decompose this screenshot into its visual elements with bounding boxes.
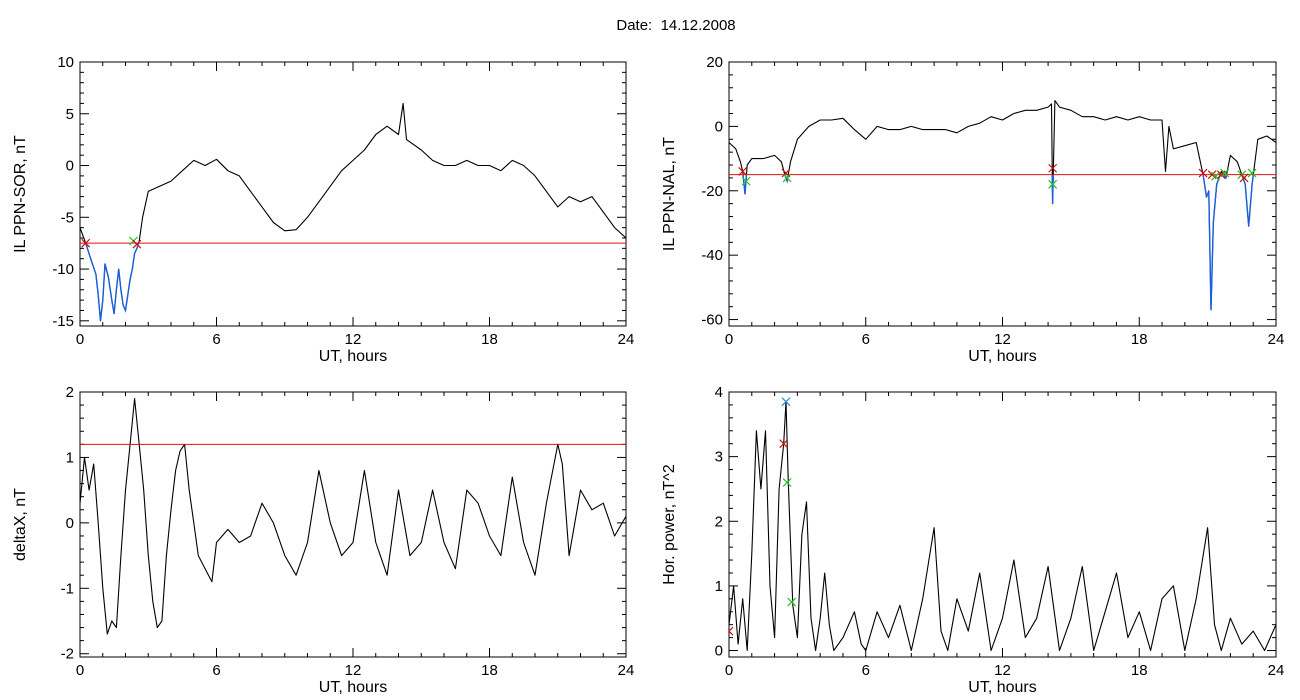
x-axis-label: UT, hours xyxy=(319,679,387,696)
x-tick-label: 12 xyxy=(345,331,362,348)
x-tick-label: 18 xyxy=(1131,331,1148,348)
x-tick-label: 0 xyxy=(725,662,733,679)
x-tick-label: 18 xyxy=(481,662,498,679)
event-marker xyxy=(81,238,91,248)
x-tick-label: 24 xyxy=(618,331,635,348)
y-tick-label: 0 xyxy=(66,158,74,175)
plot-frame xyxy=(728,61,1277,327)
event-marker xyxy=(781,397,791,407)
y-tick-label: -2 xyxy=(61,646,74,663)
event-marker xyxy=(787,597,797,607)
y-tick-label: -40 xyxy=(701,247,723,264)
y-tick-label: 5 xyxy=(66,106,74,123)
panel-1: 0 6 12 18 24 -15 -10 -5 0 5 10 UT, hours IL PPN-SOR,… xyxy=(12,54,634,365)
event-marker xyxy=(729,626,734,636)
y-tick-label: -15 xyxy=(52,313,74,330)
y-tick-label: 20 xyxy=(706,54,723,71)
x-tick-label: 6 xyxy=(212,331,220,348)
x-tick-label: 6 xyxy=(862,662,870,679)
x-tick-label: 6 xyxy=(862,331,870,348)
y-axis-label: IL PPN-NAL, nT xyxy=(661,137,678,251)
event-marker xyxy=(1220,168,1230,178)
series-line xyxy=(80,397,626,635)
x-axis-label: UT, hours xyxy=(968,679,1036,696)
date-value: 14.12.2008 xyxy=(660,17,736,34)
x-tick-label: 6 xyxy=(212,662,220,679)
y-tick-label: 3 xyxy=(715,449,723,466)
event-marker xyxy=(1247,168,1257,178)
series-below-threshold xyxy=(84,243,140,321)
x-tick-label: 12 xyxy=(994,331,1011,348)
series-below-threshold xyxy=(742,174,1255,310)
event-marker xyxy=(741,176,751,186)
x-tick-label: 12 xyxy=(994,662,1011,679)
figure-title: Date: 14.12.2008 xyxy=(0,17,1300,34)
y-tick-label: -1 xyxy=(61,580,74,597)
y-tick-label: 1 xyxy=(715,578,723,595)
series-line xyxy=(729,401,1276,652)
event-marker xyxy=(779,439,789,449)
plot-area xyxy=(729,100,1276,311)
y-tick-label: 4 xyxy=(715,384,723,401)
event-marker xyxy=(1198,168,1208,178)
event-marker xyxy=(132,239,142,249)
event-marker xyxy=(1048,163,1058,173)
x-tick-label: 12 xyxy=(345,662,362,679)
plot-area xyxy=(729,397,1276,652)
event-marker xyxy=(1239,173,1249,183)
y-tick-label: 0 xyxy=(66,515,74,532)
x-tick-label: 0 xyxy=(76,331,84,348)
date-label: Date: xyxy=(616,17,653,34)
x-tick-label: 0 xyxy=(76,662,84,679)
y-tick-label: -10 xyxy=(52,261,74,278)
event-marker xyxy=(782,478,792,487)
x-tick-label: 0 xyxy=(725,331,733,348)
x-tick-label: 18 xyxy=(1131,662,1148,679)
plot-frame xyxy=(79,61,627,327)
x-axis-label: UT, hours xyxy=(319,348,387,365)
y-axis-label: Hor. power, nT^2 xyxy=(661,464,678,585)
event-marker xyxy=(1211,171,1221,181)
x-axis-label: UT, hours xyxy=(968,348,1036,365)
panel-2: 0 6 12 18 24 -60 -40 -20 0 20 UT, hours IL PPN-NAL,… xyxy=(661,54,1284,365)
x-tick-label: 18 xyxy=(481,331,498,348)
y-tick-label: -20 xyxy=(701,183,723,200)
y-tick-label: -5 xyxy=(61,209,74,226)
series-line xyxy=(80,102,626,322)
y-tick-label: 1 xyxy=(66,449,74,466)
y-tick-label: 0 xyxy=(715,643,723,660)
x-tick-label: 24 xyxy=(1268,331,1285,348)
event-marker xyxy=(738,167,748,176)
series-line xyxy=(729,100,1276,311)
y-tick-label: -60 xyxy=(701,312,723,329)
plot-area xyxy=(80,397,626,635)
y-tick-label: 2 xyxy=(715,513,723,530)
x-tick-label: 24 xyxy=(618,662,635,679)
y-tick-label: 10 xyxy=(57,54,74,71)
plot-area xyxy=(80,102,626,322)
y-tick-label: 2 xyxy=(66,384,74,401)
event-marker xyxy=(782,173,792,183)
y-tick-label: 0 xyxy=(715,118,723,135)
y-axis-label: deltaX, nT xyxy=(12,488,29,561)
x-tick-label: 24 xyxy=(1268,662,1285,679)
y-axis-label: IL PPN-SOR, nT xyxy=(12,135,29,253)
event-marker xyxy=(1048,179,1058,189)
